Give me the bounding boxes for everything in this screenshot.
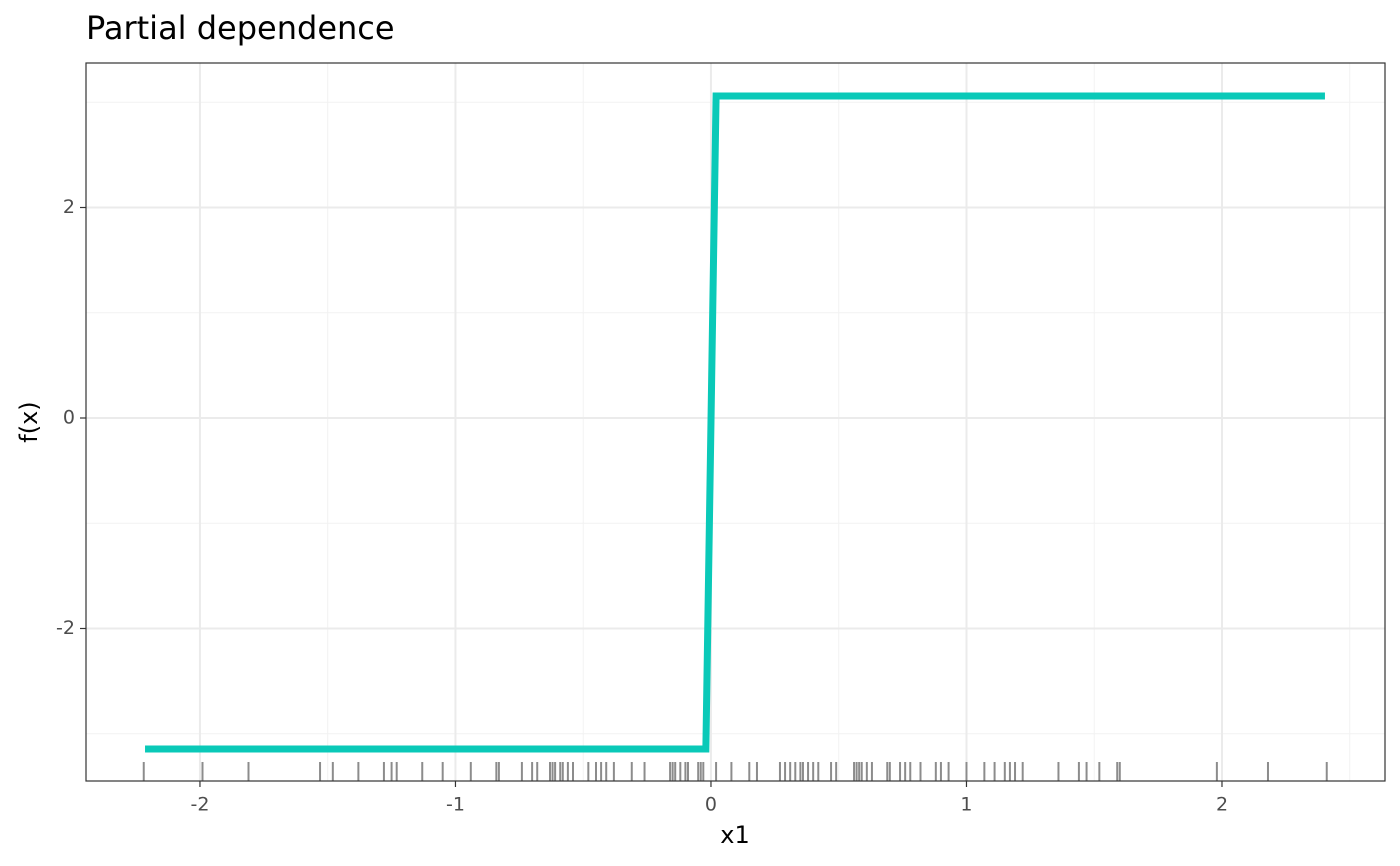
x-tick-label: -2: [190, 794, 209, 816]
y-tick-label: 2: [63, 196, 75, 218]
chart-title: Partial dependence: [86, 9, 395, 47]
x-tick-label: 0: [705, 794, 717, 816]
y-tick-label: 0: [63, 407, 75, 429]
plot-background: [86, 63, 1385, 781]
y-axis-label: f(x): [15, 401, 43, 442]
x-tick-label: 2: [1216, 794, 1228, 816]
y-tick-label: -2: [56, 617, 75, 639]
x-tick-label: 1: [960, 794, 972, 816]
x-tick-label: -1: [446, 794, 465, 816]
x-axis-label: x1: [720, 821, 749, 849]
data-line: [145, 92, 1325, 753]
panel-border: [85, 62, 1386, 782]
